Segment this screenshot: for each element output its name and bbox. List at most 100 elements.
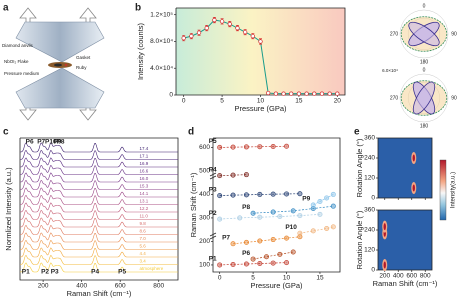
spectrum-label: 4.4	[139, 251, 146, 256]
peak-label: P4	[91, 269, 99, 276]
data-point	[230, 241, 236, 247]
panel-label: e	[354, 127, 360, 138]
peak-label: P6	[26, 139, 34, 146]
trend-line	[219, 145, 287, 148]
data-point	[212, 17, 217, 23]
diagram-label: Pressure medium	[4, 71, 40, 76]
series-label: P3	[209, 186, 217, 193]
peak-label: P10	[45, 139, 57, 146]
data-point	[250, 210, 256, 216]
data-point	[277, 251, 283, 257]
polar-radial-label: 6.0×10⁴	[382, 68, 398, 73]
data-point	[310, 206, 316, 212]
peak-label: P3	[51, 269, 59, 276]
trend-line	[219, 174, 247, 176]
heatmap-spot-core	[412, 154, 415, 162]
data-point	[230, 192, 236, 198]
series-label: P1	[209, 256, 217, 263]
colorbar	[439, 159, 447, 221]
polar-lobe	[412, 81, 436, 115]
data-point	[317, 198, 323, 204]
trend-line	[219, 214, 320, 220]
data-point	[257, 214, 263, 220]
data-point	[335, 91, 340, 96]
axis-break	[209, 172, 217, 240]
plot-background	[176, 8, 345, 95]
heatmap-spot-core	[412, 184, 415, 192]
trend-line	[313, 194, 334, 206]
data-point	[237, 215, 243, 221]
spectrum-label: 8.6	[139, 229, 146, 234]
peak-label: P5	[118, 269, 126, 276]
data-point	[250, 33, 255, 39]
data-point	[243, 261, 249, 267]
data-point	[250, 256, 256, 262]
y-tick-label: 0	[371, 267, 375, 274]
y-tick-label: 300	[199, 215, 210, 222]
polar-angle-label: 90	[451, 95, 457, 101]
y-tick-label: 100	[199, 262, 210, 269]
spectrum-label: 16.0	[139, 176, 148, 181]
x-tick-label: 10	[283, 275, 291, 282]
data-point	[217, 144, 223, 150]
polar-angle-label: 180	[420, 123, 429, 129]
data-point	[257, 191, 263, 197]
data-point	[297, 191, 303, 197]
data-point	[217, 216, 223, 222]
x-tick-label: 600	[115, 283, 126, 290]
polar-angle-label: 0	[423, 67, 426, 73]
spectrum-label: 13.1	[139, 199, 148, 204]
polar-angle-label: 270	[390, 95, 399, 101]
data-point	[312, 91, 317, 96]
x-tick-label: 0	[182, 98, 186, 105]
data-point	[310, 202, 316, 208]
y-tick-label: 0	[371, 195, 375, 202]
x-tick-label: 400	[76, 283, 87, 290]
spectrum-label: 16.9	[139, 161, 148, 166]
data-point	[284, 191, 290, 197]
y-tick-label: 4.0×10⁴	[150, 65, 173, 72]
heatmap-background	[378, 210, 432, 270]
data-point	[317, 211, 323, 217]
data-point	[270, 237, 276, 243]
spectrum	[20, 194, 178, 205]
polar-angle-label: 0	[423, 3, 426, 9]
polar-angle-label: 270	[390, 31, 399, 37]
series-label: P4	[209, 166, 217, 173]
axis-frame	[19, 137, 179, 281]
trend-line	[233, 236, 300, 245]
data-point	[235, 25, 240, 31]
spectrum	[20, 262, 178, 273]
polar-angle-label: 180	[420, 59, 429, 65]
spectrum	[20, 172, 178, 183]
data-point	[281, 91, 286, 96]
x-tick-label: 5	[251, 275, 255, 282]
panel-label: d	[188, 127, 194, 138]
x-axis-title: Pressure (GPa)	[250, 281, 303, 290]
spectrum-label: 3.4	[139, 259, 146, 264]
spectrum	[20, 224, 178, 235]
spectrum	[20, 164, 178, 175]
y-tick-label: 1.2×10⁵	[150, 11, 173, 18]
polar-lobe	[408, 21, 440, 47]
data-point	[330, 191, 336, 197]
diamond-anvil-diagram	[15, 7, 105, 121]
series-label: P10	[285, 224, 297, 231]
y-tick-label: 240	[364, 227, 375, 234]
data-point	[227, 21, 232, 27]
panel-label: a	[3, 3, 9, 14]
spectrum	[20, 247, 178, 258]
y-axis-title: Intensity (counts)	[136, 22, 145, 80]
series-label: P7	[222, 235, 230, 242]
peak-label: P9	[54, 139, 62, 146]
y-tick-label: 240	[364, 155, 375, 162]
spectrum-label: 14.1	[139, 191, 148, 196]
data-point	[263, 254, 269, 260]
data-point	[217, 173, 223, 179]
spectrum-label: 17.4	[139, 146, 148, 151]
spectrum-label: 17.1	[139, 154, 148, 159]
trend-line	[253, 251, 294, 260]
data-point	[257, 261, 263, 267]
data-point	[257, 238, 263, 244]
diagram-label: NbOI₂ Flake	[4, 59, 29, 64]
